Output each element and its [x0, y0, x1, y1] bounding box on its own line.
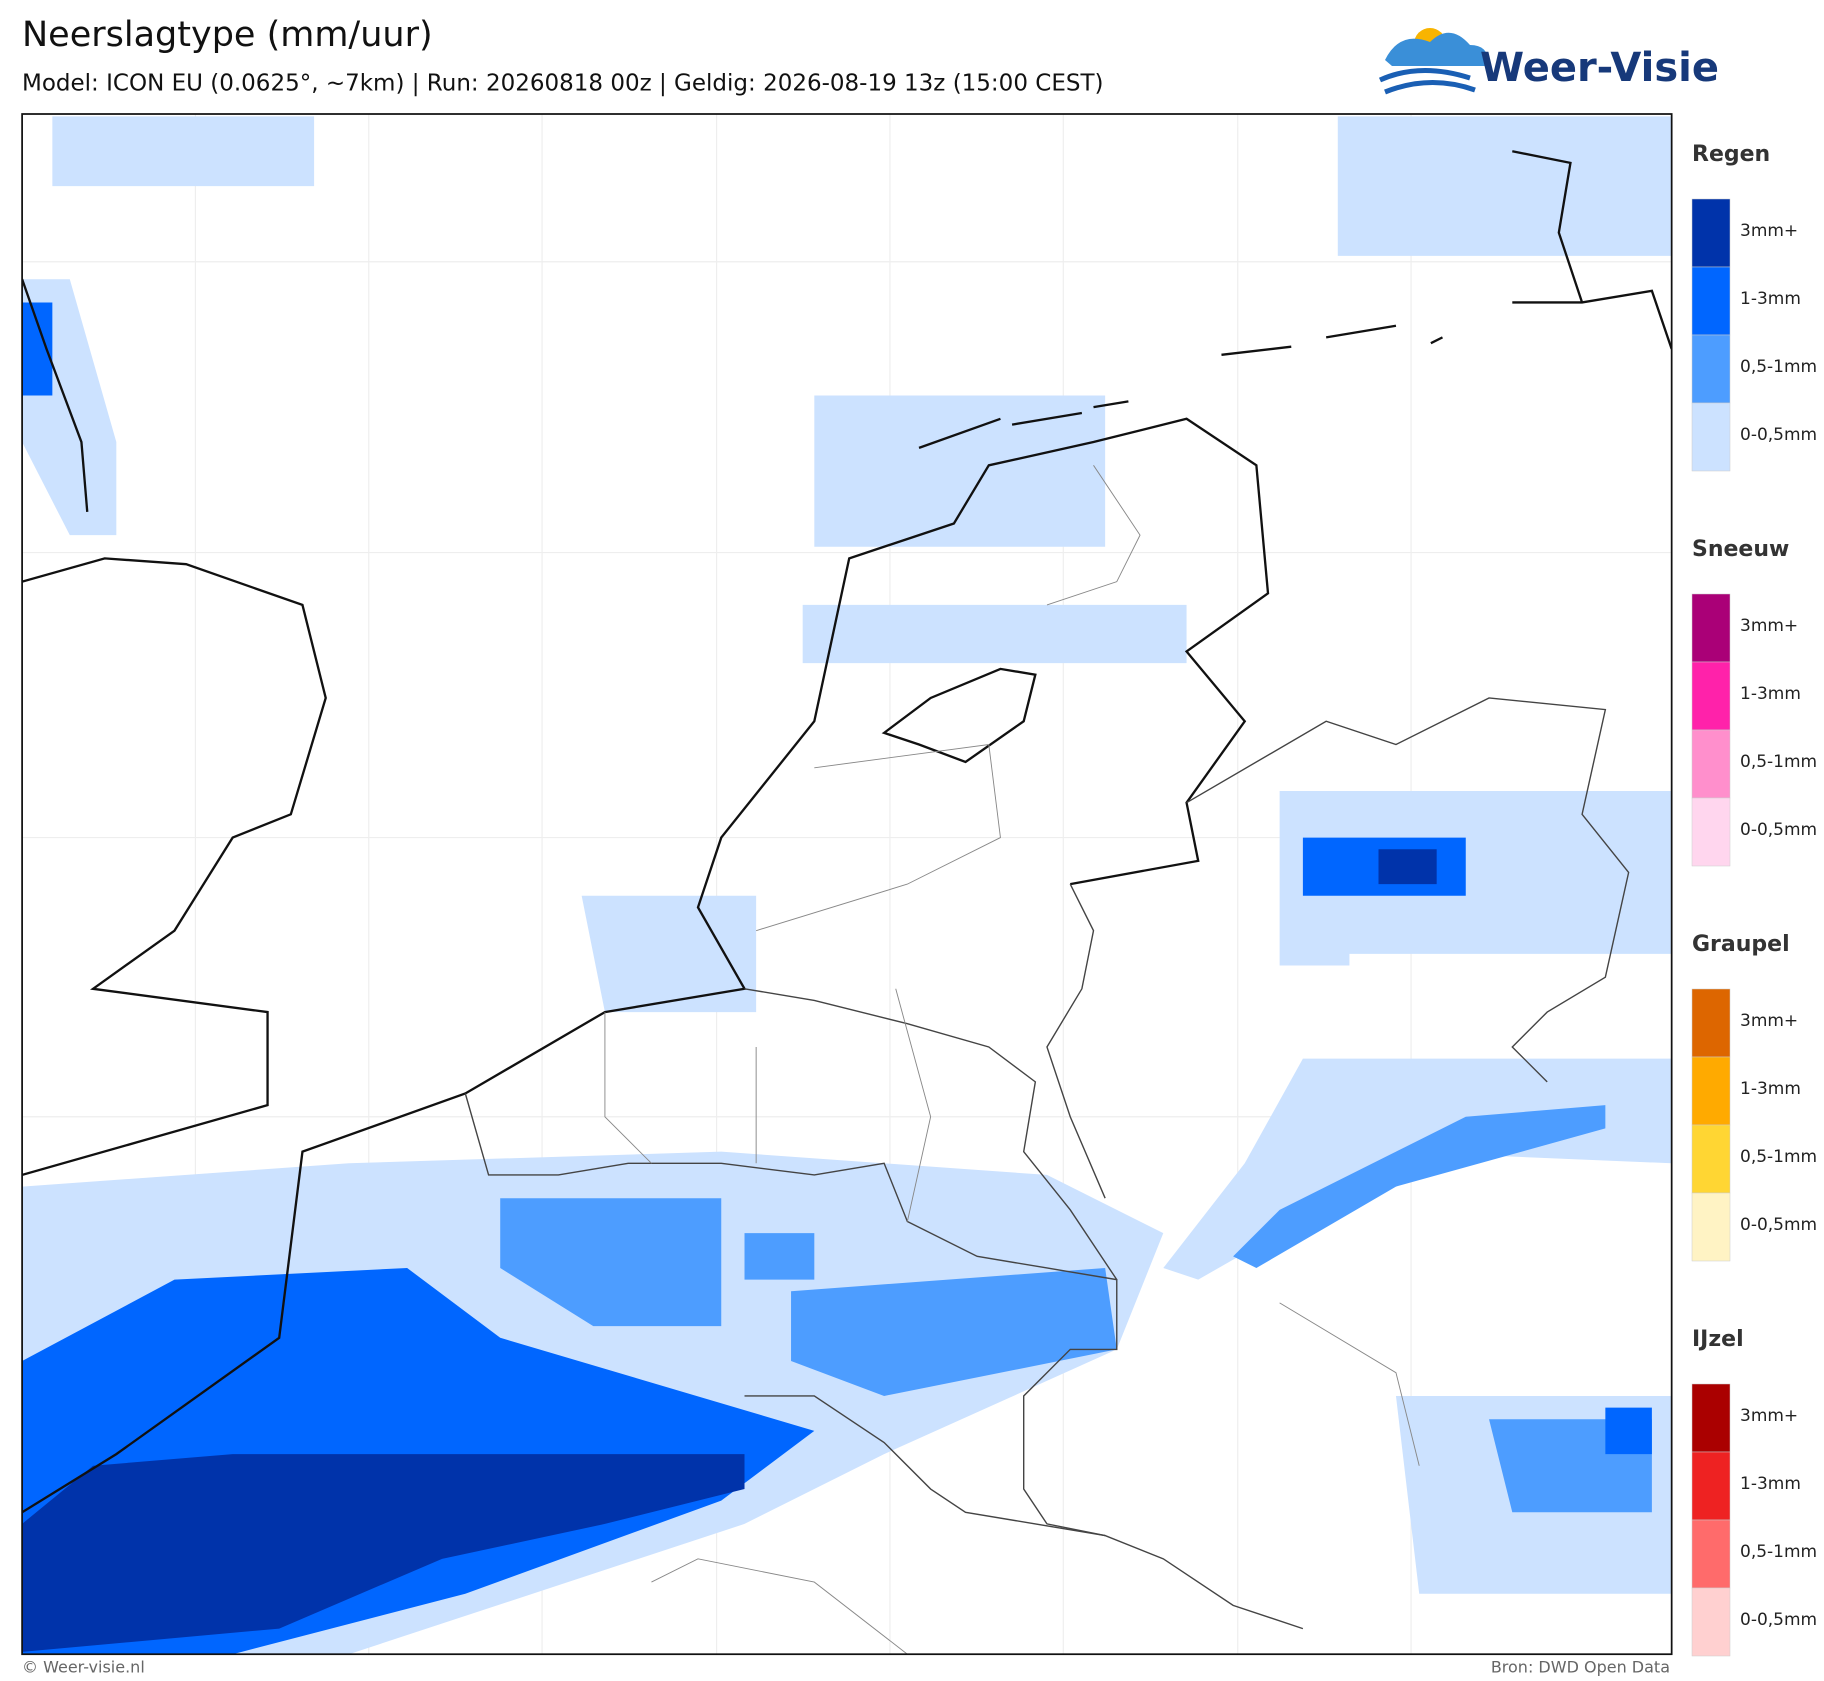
legend-label: 0-0,5mm	[1740, 1215, 1817, 1235]
precipitation	[22, 116, 1672, 1655]
legend-title: Sneeuw	[1692, 537, 1789, 562]
legend-swatch	[1691, 1056, 1731, 1126]
legend-swatch	[1691, 797, 1731, 867]
legend-swatch	[1691, 593, 1731, 663]
legend-label: 1-3mm	[1740, 684, 1801, 704]
legend-swatch	[1691, 1519, 1731, 1589]
legend-swatch	[1691, 334, 1731, 404]
legend-swatch	[1691, 1383, 1731, 1453]
subtitle: Model: ICON EU (0.0625°, ~7km) | Run: 20…	[22, 71, 1103, 97]
legend-label: 0,5-1mm	[1740, 1147, 1817, 1167]
map	[21, 113, 1673, 1656]
legend-label: 0,5-1mm	[1740, 1542, 1817, 1562]
legend-label: 0-0,5mm	[1740, 425, 1817, 445]
legend-title: Graupel	[1692, 932, 1790, 957]
map-frame	[21, 113, 1673, 1656]
footer-source: Bron: DWD Open Data	[1491, 1658, 1670, 1677]
footer-credit: © Weer-visie.nl	[22, 1658, 145, 1677]
legend-label: 0-0,5mm	[1740, 1610, 1817, 1630]
legend-swatch	[1691, 1192, 1731, 1262]
legend-label: 0,5-1mm	[1740, 752, 1817, 772]
legend-title: IJzel	[1692, 1327, 1744, 1352]
legend-label: 3mm+	[1740, 221, 1798, 241]
legend-swatch	[1691, 729, 1731, 799]
legend-swatch	[1691, 1587, 1731, 1657]
legend-title: Regen	[1692, 142, 1770, 167]
legend-swatch	[1691, 266, 1731, 336]
legend-swatch	[1691, 988, 1731, 1058]
legend-label: 3mm+	[1740, 616, 1798, 636]
legend-swatch	[1691, 1451, 1731, 1521]
logo-cloud	[1385, 32, 1489, 66]
legend-swatch	[1691, 402, 1731, 472]
legend-label: 3mm+	[1740, 1011, 1798, 1031]
coastlines	[22, 150, 1672, 1514]
logo: Weer-Visie	[1378, 28, 1719, 95]
regions	[604, 465, 1420, 1655]
borders	[464, 697, 1630, 1630]
legend-label: 1-3mm	[1740, 1474, 1801, 1494]
legend-swatch	[1691, 661, 1731, 731]
legend: Regen 3mm+ 1-3mm 0,5-1mm 0-0,5mm Sneeuw 3mm+ 1-…	[1691, 142, 1817, 1657]
legend-label: 1-3mm	[1740, 289, 1801, 309]
map-area	[22, 114, 1672, 1655]
logo-waves	[1378, 68, 1476, 95]
legend-label: 3mm+	[1740, 1406, 1798, 1426]
legend-label: 1-3mm	[1740, 1079, 1801, 1099]
legend-label: 0-0,5mm	[1740, 820, 1817, 840]
graticule	[22, 114, 1672, 1655]
legend-swatch	[1691, 198, 1731, 268]
title: Neerslagtype (mm/uur)	[22, 15, 433, 55]
legend-swatch	[1691, 1124, 1731, 1194]
logo-text: Weer-Visie	[1480, 45, 1719, 91]
legend-label: 0,5-1mm	[1740, 357, 1817, 377]
